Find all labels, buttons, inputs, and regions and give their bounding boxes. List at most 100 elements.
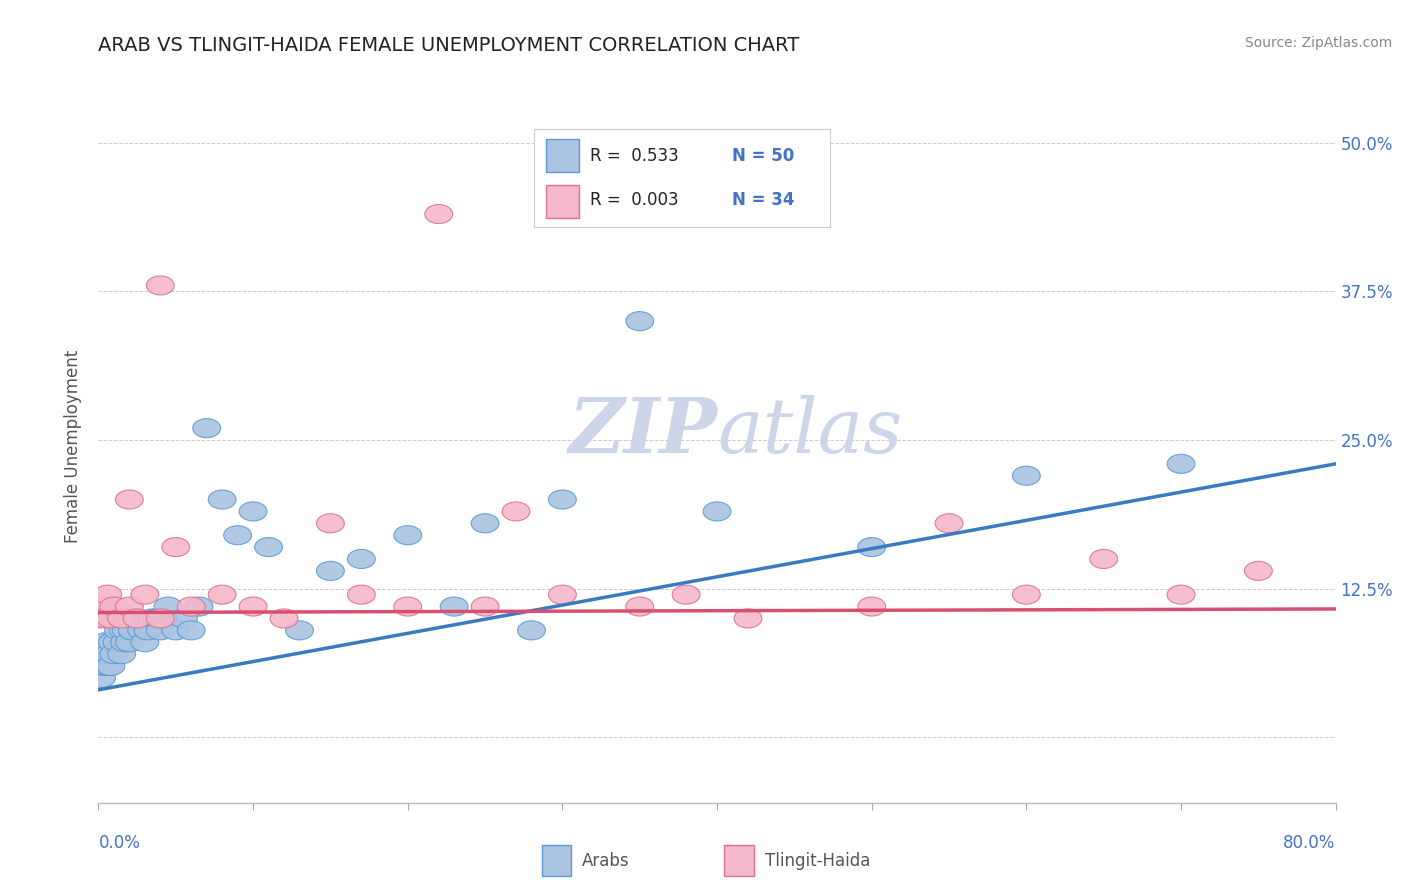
Ellipse shape	[139, 609, 166, 628]
Ellipse shape	[208, 585, 236, 604]
Ellipse shape	[347, 585, 375, 604]
Ellipse shape	[703, 502, 731, 521]
Ellipse shape	[734, 609, 762, 628]
Ellipse shape	[143, 609, 172, 628]
Ellipse shape	[103, 632, 131, 652]
Ellipse shape	[131, 632, 159, 652]
Ellipse shape	[115, 632, 143, 652]
Ellipse shape	[93, 632, 120, 652]
Ellipse shape	[108, 609, 135, 628]
Ellipse shape	[94, 585, 122, 604]
Ellipse shape	[177, 621, 205, 640]
Ellipse shape	[84, 609, 112, 628]
Ellipse shape	[193, 418, 221, 438]
Ellipse shape	[100, 597, 128, 616]
Ellipse shape	[155, 597, 181, 616]
Ellipse shape	[672, 585, 700, 604]
Ellipse shape	[134, 621, 162, 640]
Ellipse shape	[626, 311, 654, 331]
Ellipse shape	[91, 609, 118, 628]
Ellipse shape	[89, 645, 117, 664]
Ellipse shape	[394, 525, 422, 545]
Ellipse shape	[285, 621, 314, 640]
Ellipse shape	[84, 657, 112, 675]
Ellipse shape	[270, 609, 298, 628]
Ellipse shape	[316, 561, 344, 581]
Ellipse shape	[97, 609, 125, 628]
Ellipse shape	[1167, 454, 1195, 474]
Text: N = 34: N = 34	[733, 191, 794, 209]
Ellipse shape	[548, 490, 576, 509]
Ellipse shape	[111, 632, 139, 652]
Ellipse shape	[146, 276, 174, 295]
Ellipse shape	[548, 585, 576, 604]
Ellipse shape	[131, 585, 159, 604]
Ellipse shape	[517, 621, 546, 640]
Ellipse shape	[471, 514, 499, 533]
Ellipse shape	[1244, 561, 1272, 581]
Ellipse shape	[239, 597, 267, 616]
Ellipse shape	[96, 645, 124, 664]
Ellipse shape	[118, 621, 146, 640]
FancyBboxPatch shape	[546, 186, 579, 218]
Ellipse shape	[440, 597, 468, 616]
Ellipse shape	[98, 632, 127, 652]
Ellipse shape	[858, 597, 886, 616]
FancyBboxPatch shape	[546, 139, 579, 171]
Text: ARAB VS TLINGIT-HAIDA FEMALE UNEMPLOYMENT CORRELATION CHART: ARAB VS TLINGIT-HAIDA FEMALE UNEMPLOYMEN…	[98, 36, 800, 54]
Ellipse shape	[1167, 585, 1195, 604]
Ellipse shape	[124, 609, 150, 628]
Text: N = 50: N = 50	[733, 147, 794, 165]
Text: R =  0.533: R = 0.533	[591, 147, 679, 165]
Ellipse shape	[316, 514, 344, 533]
Ellipse shape	[149, 609, 177, 628]
Ellipse shape	[108, 645, 135, 664]
Text: 80.0%: 80.0%	[1284, 834, 1336, 852]
Ellipse shape	[100, 645, 128, 664]
Ellipse shape	[114, 609, 142, 628]
Ellipse shape	[110, 621, 138, 640]
Ellipse shape	[224, 525, 252, 545]
Ellipse shape	[146, 621, 174, 640]
Ellipse shape	[162, 621, 190, 640]
Ellipse shape	[170, 609, 197, 628]
Ellipse shape	[858, 538, 886, 557]
Ellipse shape	[94, 657, 122, 675]
Text: ZIP: ZIP	[568, 395, 717, 468]
Ellipse shape	[128, 621, 156, 640]
Text: atlas: atlas	[717, 395, 903, 468]
Text: Tlingit-Haida: Tlingit-Haida	[765, 852, 870, 870]
Ellipse shape	[394, 597, 422, 616]
Y-axis label: Female Unemployment: Female Unemployment	[65, 350, 83, 542]
Ellipse shape	[626, 597, 654, 616]
Ellipse shape	[208, 490, 236, 509]
Ellipse shape	[115, 490, 143, 509]
Ellipse shape	[146, 609, 174, 628]
Ellipse shape	[104, 621, 132, 640]
Ellipse shape	[97, 657, 125, 675]
Text: Source: ZipAtlas.com: Source: ZipAtlas.com	[1244, 36, 1392, 50]
Ellipse shape	[186, 597, 212, 616]
Ellipse shape	[162, 538, 190, 557]
Ellipse shape	[112, 621, 141, 640]
Ellipse shape	[425, 204, 453, 224]
FancyBboxPatch shape	[541, 846, 571, 876]
Ellipse shape	[239, 502, 267, 521]
Text: 0.0%: 0.0%	[98, 834, 141, 852]
Ellipse shape	[87, 668, 115, 688]
FancyBboxPatch shape	[724, 846, 754, 876]
Ellipse shape	[124, 609, 150, 628]
Ellipse shape	[1090, 549, 1118, 568]
Ellipse shape	[91, 657, 118, 675]
Ellipse shape	[1012, 585, 1040, 604]
Ellipse shape	[471, 597, 499, 616]
Ellipse shape	[115, 597, 143, 616]
Ellipse shape	[177, 597, 205, 616]
Ellipse shape	[1012, 467, 1040, 485]
Text: Arabs: Arabs	[582, 852, 630, 870]
Ellipse shape	[347, 549, 375, 568]
Text: R =  0.003: R = 0.003	[591, 191, 679, 209]
Ellipse shape	[87, 597, 115, 616]
Ellipse shape	[502, 502, 530, 521]
Ellipse shape	[254, 538, 283, 557]
